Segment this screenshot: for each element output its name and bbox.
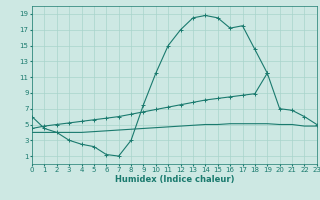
- X-axis label: Humidex (Indice chaleur): Humidex (Indice chaleur): [115, 175, 234, 184]
